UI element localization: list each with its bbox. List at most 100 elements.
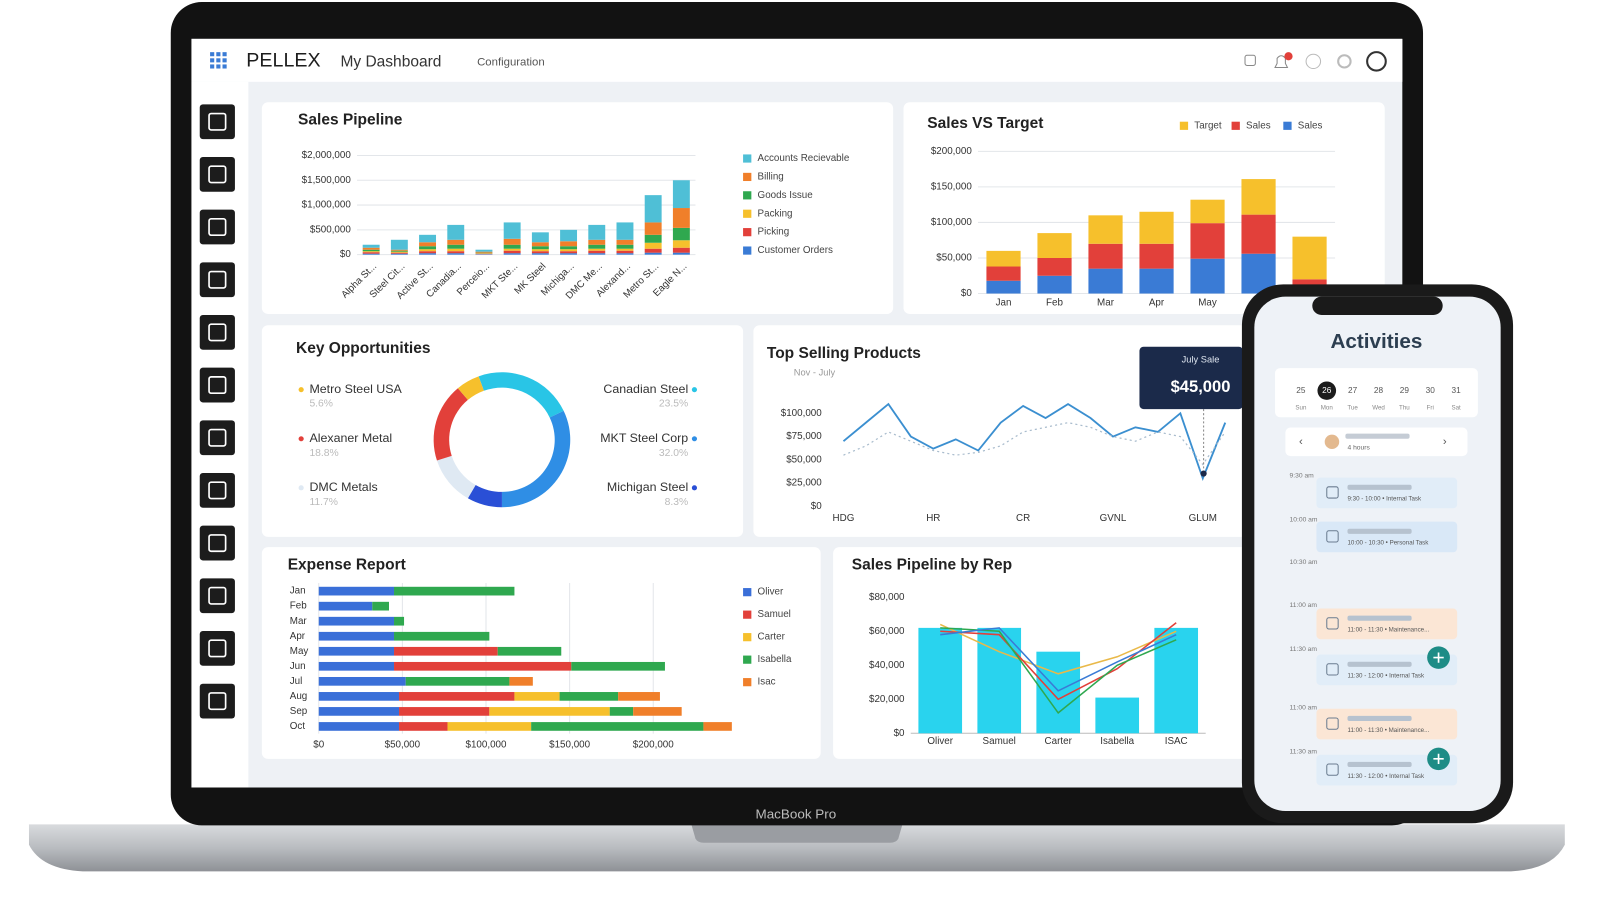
tooltip-value: $45,000 <box>1171 378 1231 396</box>
legend-label: Picking <box>758 227 790 238</box>
bar-segment <box>319 692 399 701</box>
bar-segment <box>363 248 380 250</box>
bar-segment <box>617 253 634 254</box>
task-card[interactable] <box>1316 522 1457 553</box>
x-tick-label: Apr <box>1149 297 1165 308</box>
y-tick-label: $40,000 <box>869 660 905 671</box>
y-tick-label: $2,000,000 <box>302 150 352 161</box>
date[interactable]: 31 <box>1452 386 1462 395</box>
task-detail: 11:30 - 12:00 • Internal Task <box>1347 773 1425 780</box>
bar-segment <box>509 677 532 686</box>
y-tick-label: $500,000 <box>310 224 352 235</box>
menu-link[interactable]: Configuration <box>477 56 545 68</box>
chart-title: Expense Report <box>288 557 406 574</box>
y-tick-label: $75,000 <box>786 431 822 442</box>
nav-icon[interactable] <box>200 420 235 455</box>
bar-segment <box>560 230 577 241</box>
nav-icon[interactable] <box>200 157 235 192</box>
bar-segment <box>617 240 634 245</box>
badge <box>1284 52 1292 60</box>
date[interactable]: 26 <box>1322 386 1332 395</box>
weekday: Thu <box>1399 405 1410 412</box>
bar-segment <box>645 243 662 249</box>
x-tick-label: Isabella <box>1100 736 1134 747</box>
prev[interactable]: ‹ <box>1299 436 1303 448</box>
navigator <box>1285 428 1467 457</box>
task-name <box>1347 662 1411 667</box>
legend-dot <box>299 485 304 490</box>
nav-icon[interactable] <box>200 262 235 297</box>
nav-icon[interactable] <box>200 315 235 350</box>
donut-label: MKT Steel Corp <box>600 431 688 445</box>
assignee-avatar <box>1325 435 1339 449</box>
bar-segment <box>673 240 690 247</box>
bar-segment <box>363 245 380 248</box>
nav-icon[interactable] <box>200 684 235 719</box>
task-detail: 11:00 - 11:30 • Maintenance... <box>1347 627 1429 634</box>
bar-segment <box>617 251 634 253</box>
task-detail: 11:00 - 11:30 • Maintenance... <box>1347 727 1429 734</box>
weekday: Wed <box>1372 405 1385 412</box>
bar-segment <box>1139 269 1173 294</box>
bar-segment <box>399 692 514 701</box>
task-name <box>1347 616 1411 621</box>
bar-segment <box>514 692 559 701</box>
legend-label: Isac <box>758 677 776 688</box>
nav-icon[interactable] <box>200 526 235 561</box>
bar-segment <box>1292 237 1326 280</box>
bar-segment <box>617 222 634 239</box>
bar <box>1095 698 1139 734</box>
donut-label: Canadian Steel <box>603 382 688 396</box>
bar-segment <box>319 707 399 716</box>
legend-label: Carter <box>758 632 786 643</box>
task-card[interactable] <box>1316 709 1457 740</box>
task-card[interactable] <box>1316 609 1457 640</box>
date[interactable]: 30 <box>1426 386 1436 395</box>
bar-segment <box>391 251 408 252</box>
bar-segment <box>504 222 521 238</box>
y-tick-label: $0 <box>961 288 972 299</box>
bar-segment <box>610 707 633 716</box>
bar-segment <box>319 602 373 611</box>
apps-icon[interactable] <box>210 52 227 68</box>
bar-segment <box>986 267 1020 281</box>
bar-segment <box>1037 233 1071 258</box>
time-label: 10:00 am <box>1290 516 1318 523</box>
bar-segment <box>532 249 549 251</box>
task-card[interactable] <box>1316 478 1457 509</box>
nav-icon[interactable] <box>200 578 235 613</box>
legend-swatch <box>1232 122 1240 130</box>
nav-icon[interactable] <box>200 210 235 245</box>
date[interactable]: 29 <box>1400 386 1410 395</box>
weekday: Mon <box>1321 405 1334 412</box>
nav-icon[interactable] <box>200 368 235 403</box>
x-tick-label: $0 <box>313 739 324 750</box>
donut-value: 23.5% <box>659 399 688 410</box>
nav-icon[interactable] <box>200 631 235 666</box>
bar-segment <box>475 252 492 253</box>
bar-segment <box>532 242 549 246</box>
brand[interactable]: PELLEX <box>246 50 320 72</box>
x-tick-label: Feb <box>1046 297 1063 308</box>
y-tick-label: $50,000 <box>936 253 972 264</box>
page-title[interactable]: My Dashboard <box>340 54 441 71</box>
date[interactable]: 25 <box>1296 386 1306 395</box>
next[interactable]: › <box>1443 436 1447 448</box>
nav-icon[interactable] <box>200 104 235 139</box>
bar-segment <box>588 249 605 251</box>
x-tick-label: Mar <box>1097 297 1115 308</box>
y-tick-label: $1,000,000 <box>302 200 352 211</box>
legend-dot <box>692 436 697 441</box>
bar-segment <box>504 239 521 245</box>
bar-segment <box>419 249 436 251</box>
bar-segment <box>394 587 514 596</box>
date[interactable]: 28 <box>1374 386 1384 395</box>
y-tick-label: $20,000 <box>869 694 905 705</box>
bar-segment <box>391 254 408 255</box>
date[interactable]: 27 <box>1348 386 1358 395</box>
nav-icon[interactable] <box>200 473 235 508</box>
legend-swatch <box>743 678 751 686</box>
x-tick-label: Carter <box>1045 736 1073 747</box>
legend-dot <box>299 436 304 441</box>
